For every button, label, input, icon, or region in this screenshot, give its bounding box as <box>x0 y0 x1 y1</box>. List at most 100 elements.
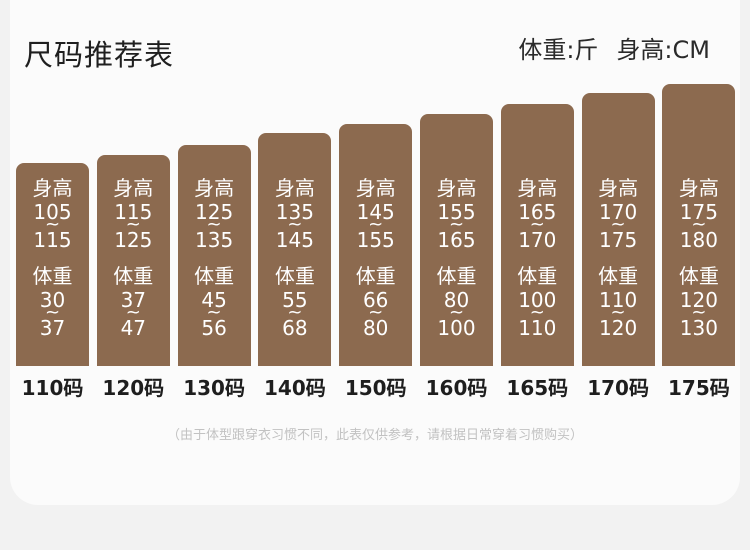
size-label: 120码 <box>102 376 165 400</box>
weight-label: 体重 <box>113 264 154 288</box>
weight-min: 55 <box>282 288 308 312</box>
weight-max: 120 <box>599 316 638 340</box>
height-label: 身高 <box>436 176 477 200</box>
range-tilde: ~ <box>125 302 141 323</box>
weight-min: 100 <box>518 288 557 312</box>
range-tilde: ~ <box>44 214 61 235</box>
range-tilde: ~ <box>44 302 61 323</box>
range-tilde: ~ <box>529 302 545 323</box>
range-tilde: ~ <box>610 302 626 323</box>
spacer <box>339 252 412 264</box>
height-max: 180 <box>679 228 718 252</box>
range-tilde: ~ <box>448 302 465 323</box>
weight-min: 80 <box>443 288 470 312</box>
range-tilde: ~ <box>287 214 303 235</box>
weight-max: 68 <box>282 316 308 340</box>
weight-min: 66 <box>362 288 389 312</box>
range-tilde: ~ <box>691 302 707 323</box>
range-tilde: ~ <box>206 214 222 235</box>
height-label: 身高 <box>113 176 154 200</box>
weight-max: 37 <box>39 316 66 340</box>
page-title: 尺码推荐表 <box>24 38 175 72</box>
size-label: 175码 <box>668 376 730 400</box>
units-legend: 体重:斤 身高:CM <box>518 30 710 65</box>
column-content: 身高 175 ~180 体重 120 ~130 <box>662 176 735 340</box>
height-max: 135 <box>195 228 234 252</box>
size-label: 130码 <box>183 376 245 400</box>
height-max: 155 <box>356 228 395 252</box>
size-label: 170码 <box>587 376 649 400</box>
spacer <box>662 252 735 264</box>
height-max: 115 <box>33 228 72 252</box>
weight-min: 110 <box>599 288 638 312</box>
height-label: 身高 <box>355 176 396 200</box>
size-label: 160码 <box>425 376 488 400</box>
size-column: 身高 115 ~125 体重 37 ~47 <box>96 155 170 366</box>
height-min: 135 <box>275 200 314 224</box>
column-content: 身高 105 ~115 体重 30 ~37 <box>16 176 89 340</box>
weight-label: 体重 <box>194 264 235 288</box>
spacer <box>16 252 89 264</box>
height-max: 145 <box>275 228 314 252</box>
disclaimer-note: （由于体型跟穿衣习惯不同，此表仅供参考，请根据日常穿着习惯购买） <box>166 428 583 443</box>
range-tilde: ~ <box>448 214 465 235</box>
weight-min: 30 <box>39 288 66 312</box>
spacer <box>97 252 170 264</box>
size-columns: 身高 105 ~115 体重 30 ~37 110码 身高 115 ~125 体重 37 ~47 120码… <box>10 0 740 410</box>
height-max: 175 <box>599 228 638 252</box>
weight-max: 47 <box>120 316 147 340</box>
range-tilde: ~ <box>691 214 707 235</box>
spacer <box>501 252 574 264</box>
size-column: 身高 165 ~170 体重 100 ~110 <box>500 104 574 366</box>
weight-min: 37 <box>120 288 147 312</box>
size-column: 身高 145 ~155 体重 66 ~80 <box>339 124 413 366</box>
height-min: 125 <box>195 200 234 224</box>
column-content: 身高 155 ~165 体重 80 ~100 <box>420 176 493 340</box>
range-tilde: ~ <box>368 302 384 323</box>
size-label: 165码 <box>506 376 569 400</box>
size-column: 身高 105 ~115 体重 30 ~37 <box>16 163 89 366</box>
column-content: 身高 170 ~175 体重 110 ~120 <box>582 176 655 340</box>
height-label: 身高 <box>32 176 73 200</box>
size-chart-card: 尺码推荐表 体重:斤 身高:CM 身高 105 ~115 体重 30 ~37 110码 身高 11… <box>10 0 740 505</box>
column-content: 身高 115 ~125 体重 37 ~47 <box>97 176 170 340</box>
weight-label: 体重 <box>274 264 315 288</box>
height-label: 身高 <box>517 176 558 200</box>
height-max: 165 <box>437 228 476 252</box>
range-tilde: ~ <box>529 214 545 235</box>
range-tilde: ~ <box>610 214 626 235</box>
weight-max: 80 <box>362 316 389 340</box>
weight-label: 体重 <box>598 264 639 288</box>
size-label: 140码 <box>264 376 326 400</box>
height-max: 125 <box>114 228 153 252</box>
height-min: 165 <box>518 200 557 224</box>
spacer <box>258 252 331 264</box>
weight-unit-label: 体重:斤 <box>518 36 599 64</box>
size-column: 身高 170 ~175 体重 110 ~120 <box>581 93 655 366</box>
weight-label: 体重 <box>32 264 73 288</box>
height-label: 身高 <box>274 176 315 200</box>
column-content: 身高 145 ~155 体重 66 ~80 <box>339 176 412 340</box>
weight-max: 130 <box>679 316 718 340</box>
weight-min: 45 <box>201 288 227 312</box>
size-column: 身高 155 ~165 体重 80 ~100 <box>420 114 493 366</box>
size-label: 110码 <box>21 376 84 400</box>
height-min: 105 <box>33 200 72 224</box>
size-column: 身高 175 ~180 体重 120 ~130 <box>662 84 736 366</box>
weight-label: 体重 <box>678 264 719 288</box>
weight-max: 56 <box>201 316 227 340</box>
spacer <box>420 252 493 264</box>
range-tilde: ~ <box>287 302 303 323</box>
size-column: 身高 125 ~135 体重 45 ~56 <box>177 145 251 366</box>
height-min: 115 <box>114 200 153 224</box>
weight-max: 110 <box>518 316 557 340</box>
height-min: 175 <box>679 200 718 224</box>
height-min: 155 <box>437 200 476 224</box>
height-max: 170 <box>518 228 557 252</box>
range-tilde: ~ <box>125 214 141 235</box>
height-label: 身高 <box>598 176 639 200</box>
column-content: 身高 125 ~135 体重 45 ~56 <box>178 176 251 340</box>
column-content: 身高 165 ~170 体重 100 ~110 <box>501 176 574 340</box>
height-min: 145 <box>356 200 395 224</box>
height-label: 身高 <box>194 176 235 200</box>
